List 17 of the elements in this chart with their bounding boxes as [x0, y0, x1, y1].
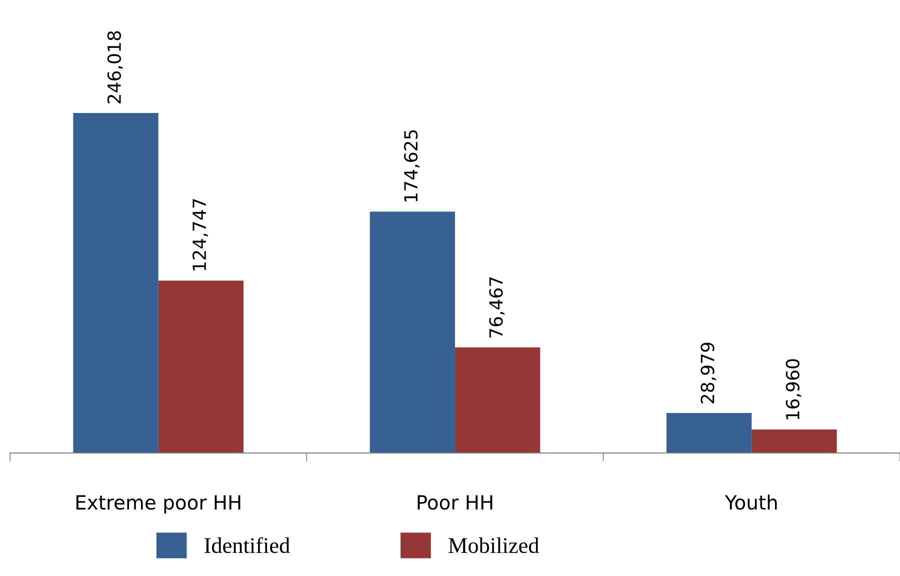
- data-label: 174,625: [404, 130, 420, 202]
- x-tick-label: Youth: [724, 494, 777, 510]
- bar: [666, 412, 752, 453]
- data-label: 76,467: [489, 277, 505, 338]
- bar: [158, 280, 244, 453]
- bar: [752, 430, 837, 453]
- bar: [455, 347, 540, 453]
- data-label: 16,960: [786, 359, 802, 420]
- bar: [73, 113, 158, 453]
- legend-label: Mobilized: [448, 537, 540, 554]
- bar: [370, 212, 455, 453]
- x-tick-label: Extreme poor HH: [76, 495, 240, 514]
- data-label: 246,018: [107, 31, 123, 104]
- legend-label: Identified: [204, 537, 290, 554]
- x-tick-label: Poor HH: [418, 495, 492, 510]
- data-label: 28,979: [700, 342, 716, 404]
- data-label: 124,747: [192, 199, 208, 270]
